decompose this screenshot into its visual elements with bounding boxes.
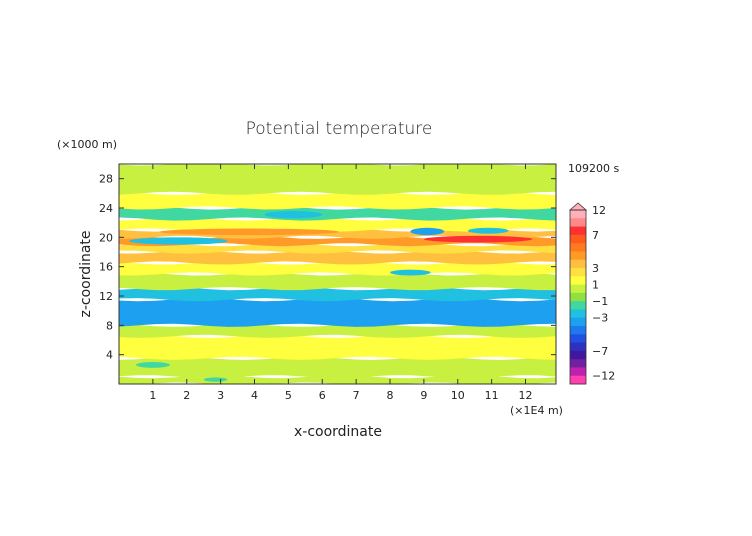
colorbar-label: 7 [592,229,599,242]
y-axis: 4 8 12 16 20 24 28 [99,173,556,362]
colorbar-label: −1 [592,295,608,308]
contour-band [119,356,556,379]
x-tick-label: 8 [387,389,394,402]
contour-feature [203,377,228,382]
colorbar-label: 1 [592,279,599,292]
y-tick-label: 4 [106,349,113,362]
contour-feature [135,362,170,368]
colorbar-swatch [570,226,586,236]
colorbar-swatch [570,309,586,319]
colorbar-swatch [570,359,586,368]
x-tick-label: 7 [353,389,360,402]
colorbar-swatch [570,234,586,244]
contour-band [119,298,556,327]
colorbar-swatch [570,375,586,385]
colorbar-label: −3 [592,312,608,325]
y-tick-label: 20 [99,231,113,244]
x-tick-label: 12 [519,389,533,402]
colorbar: 12 7 3 1 −1 −3 −7 −12 [568,202,615,385]
y-axis-label: z-coordinate [78,230,94,317]
time-label: 109200 s [568,162,619,175]
colorbar-swatch [570,367,586,377]
contour-feature [410,227,445,236]
colorbar-swatch [570,218,586,227]
colorbar-swatch [570,301,586,310]
contour-bands [119,164,556,384]
contour-band [119,235,556,247]
colorbar-label: 3 [592,262,599,275]
contour-feature [169,340,255,348]
x-tick-label: 4 [251,389,258,402]
colorbar-extend-arrow [568,202,588,211]
contour-feature [423,235,533,243]
contour-feature [129,237,228,245]
colorbar-swatch [570,292,586,302]
colorbar-swatch [570,342,586,352]
x-tick-label: 6 [319,389,326,402]
contour-feature [467,227,509,234]
plot-area [119,164,556,384]
contour-band [119,206,556,221]
contour-feature [264,210,323,219]
y-tick-label: 12 [99,290,113,303]
colorbar-swatch [570,350,586,360]
contour-band [119,191,556,210]
x-tick-label: 9 [420,389,427,402]
x-tick-label: 11 [485,389,499,402]
colorbar-label: 12 [592,204,606,217]
colorbar-swatch [570,243,586,252]
colorbar-swatch [570,268,586,277]
x-axis: 1 2 3 4 5 6 7 8 9 10 11 12 [149,164,533,402]
colorbar-label: −7 [592,345,608,358]
colorbar-swatch [570,326,586,335]
contour-band [119,287,556,302]
x-axis-label: x-coordinate [294,424,382,440]
colorbar-frame [569,209,587,385]
contour-band [119,272,556,291]
colorbar-swatch [570,251,586,261]
colorbar-label: −12 [592,370,615,383]
y-axis-unit: (×1000 m) [57,138,117,151]
colorbar-swatch [570,276,586,285]
contour-features [129,210,533,382]
contour-band [119,243,556,254]
colorbar-swatch [570,210,586,219]
x-tick-label: 2 [183,389,190,402]
y-tick-label: 16 [99,261,113,274]
colorbar-swatch [570,317,586,327]
contour-band [119,261,556,276]
contour-band [119,250,556,265]
contour-feature [390,269,431,276]
x-tick-label: 1 [149,389,156,402]
y-tick-label: 8 [106,319,113,332]
x-tick-label: 10 [451,389,465,402]
contour-feature [373,347,492,355]
colorbar-swatch [570,334,586,343]
x-tick-label: 5 [285,389,292,402]
plot-frame [118,163,557,385]
x-axis-unit: (×1E4 m) [510,404,563,417]
chart-title: Potential temperature [246,119,433,139]
y-tick-label: 24 [99,202,113,215]
contour-band [119,164,556,195]
contour-band [119,323,556,338]
y-tick-label: 28 [99,173,113,186]
contour-band [119,334,556,360]
colorbar-swatch [570,284,586,294]
contour-band [119,217,556,232]
contour-feature [159,228,340,236]
colorbar-swatch [570,259,586,269]
x-tick-label: 3 [217,389,224,402]
